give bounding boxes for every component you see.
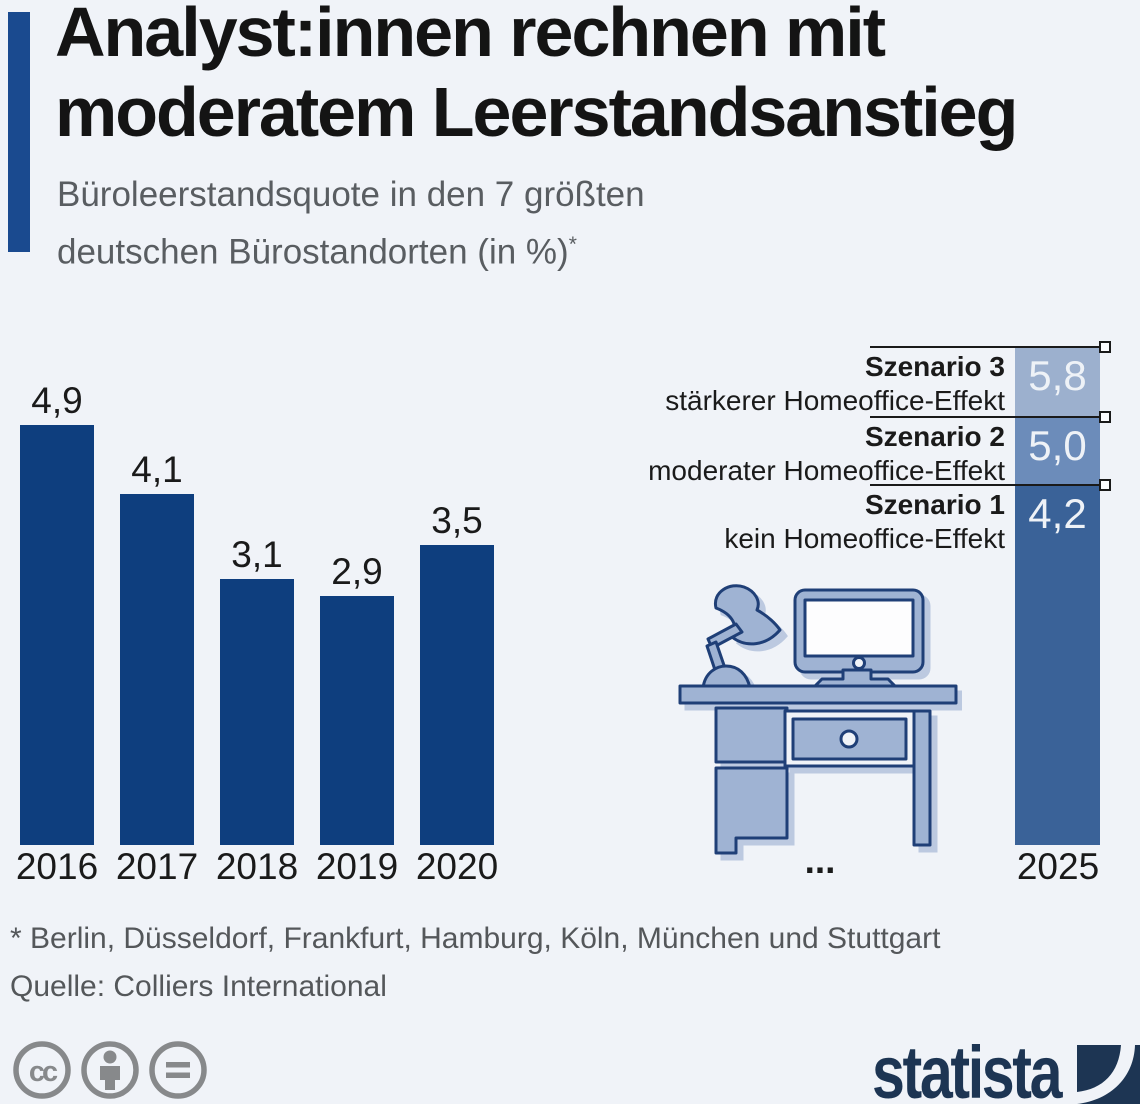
scenario-1-line bbox=[870, 484, 1106, 486]
scenario-3-description: stärkerer Homeoffice-Effekt bbox=[665, 385, 1005, 416]
segment-value-szenario-1: 4,2 bbox=[1028, 490, 1087, 537]
desk-body bbox=[678, 684, 958, 855]
cc-icon[interactable]: cc bbox=[13, 1041, 71, 1099]
x-label-2017: 2017 bbox=[115, 846, 199, 887]
cc-license-icons[interactable]: cc bbox=[10, 1038, 220, 1102]
segment-szenario-1 bbox=[1015, 485, 1100, 845]
scenario-1-name: Szenario 1 bbox=[864, 489, 1005, 520]
title-line-1: Analyst:innen rechnen mit bbox=[55, 0, 886, 71]
scenario-2-label: Szenario 2 moderater Homeoffice-Effekt bbox=[585, 420, 1005, 488]
x-label-2019: 2019 bbox=[315, 846, 399, 887]
bar-value-2016: 4,9 bbox=[31, 380, 83, 421]
statista-logo-icon[interactable] bbox=[1077, 1045, 1140, 1104]
cc-nd-icon[interactable] bbox=[149, 1041, 207, 1099]
bar-value-2018: 3,1 bbox=[231, 534, 283, 575]
cc-by-icon[interactable] bbox=[81, 1041, 139, 1099]
scenario-3-name: Szenario 3 bbox=[864, 351, 1005, 382]
footnote-asterisk: * bbox=[568, 233, 577, 256]
x-label-2025: 2025 bbox=[1016, 846, 1100, 887]
bar-value-2020: 3,5 bbox=[431, 500, 483, 541]
scenario-2-description: moderater Homeoffice-Effekt bbox=[648, 455, 1005, 486]
bar-2018 bbox=[220, 579, 294, 845]
subtitle-line-1: Büroleerstandsquote in den 7 größten bbox=[57, 175, 645, 214]
x-label-2016: 2016 bbox=[15, 846, 99, 887]
scenario-1-description: kein Homeoffice-Effekt bbox=[724, 523, 1005, 554]
scenario-3-line bbox=[870, 346, 1106, 348]
x-label-2018: 2018 bbox=[215, 846, 299, 887]
scenario-3-label: Szenario 3 stärkerer Homeoffice-Effekt bbox=[585, 350, 1005, 418]
page-title: Analyst:innen rechnen mit moderatem Leer… bbox=[55, 0, 1018, 152]
chart-subtitle: Büroleerstandsquote in den 7 größten deu… bbox=[57, 170, 645, 278]
scenario-2-line bbox=[870, 416, 1106, 418]
statista-logo-text[interactable]: statista bbox=[871, 1031, 1062, 1104]
segment-value-szenario-3: 5,8 bbox=[1028, 352, 1087, 399]
bar-value-2017: 4,1 bbox=[131, 449, 183, 490]
scenario-2-name: Szenario 2 bbox=[864, 421, 1005, 452]
monitor-icon bbox=[793, 588, 925, 688]
svg-text:cc: cc bbox=[29, 1056, 58, 1088]
footnote-text: * Berlin, Düsseldorf, Frankfurt, Hamburg… bbox=[10, 922, 941, 955]
lamp-icon bbox=[701, 584, 782, 690]
title-accent-bar bbox=[8, 12, 30, 252]
x-label-2020: 2020 bbox=[415, 846, 499, 887]
segment-szenario-3 bbox=[1015, 347, 1100, 417]
bar-2019 bbox=[320, 596, 394, 845]
scenario-1-marker-icon bbox=[1099, 479, 1111, 491]
x-label-gap: ... bbox=[804, 840, 836, 881]
bar-2017 bbox=[120, 494, 194, 845]
bar-value-2019: 2,9 bbox=[331, 551, 383, 592]
bar-2020 bbox=[420, 545, 494, 845]
title-line-2: moderatem Leerstandsanstieg bbox=[55, 73, 1018, 151]
source-text: Quelle: Colliers International bbox=[10, 970, 387, 1003]
segment-value-szenario-2: 5,0 bbox=[1028, 422, 1087, 469]
scenario-2-marker-icon bbox=[1099, 411, 1111, 423]
scenario-1-label: Szenario 1 kein Homeoffice-Effekt bbox=[585, 488, 1005, 556]
subtitle-line-2: deutschen Bürostandorten (in %)* bbox=[57, 232, 577, 272]
scenario-3-marker-icon bbox=[1099, 341, 1111, 353]
bar-2016 bbox=[20, 425, 94, 845]
segment-szenario-2 bbox=[1015, 417, 1100, 485]
desk-illustration bbox=[678, 584, 962, 861]
